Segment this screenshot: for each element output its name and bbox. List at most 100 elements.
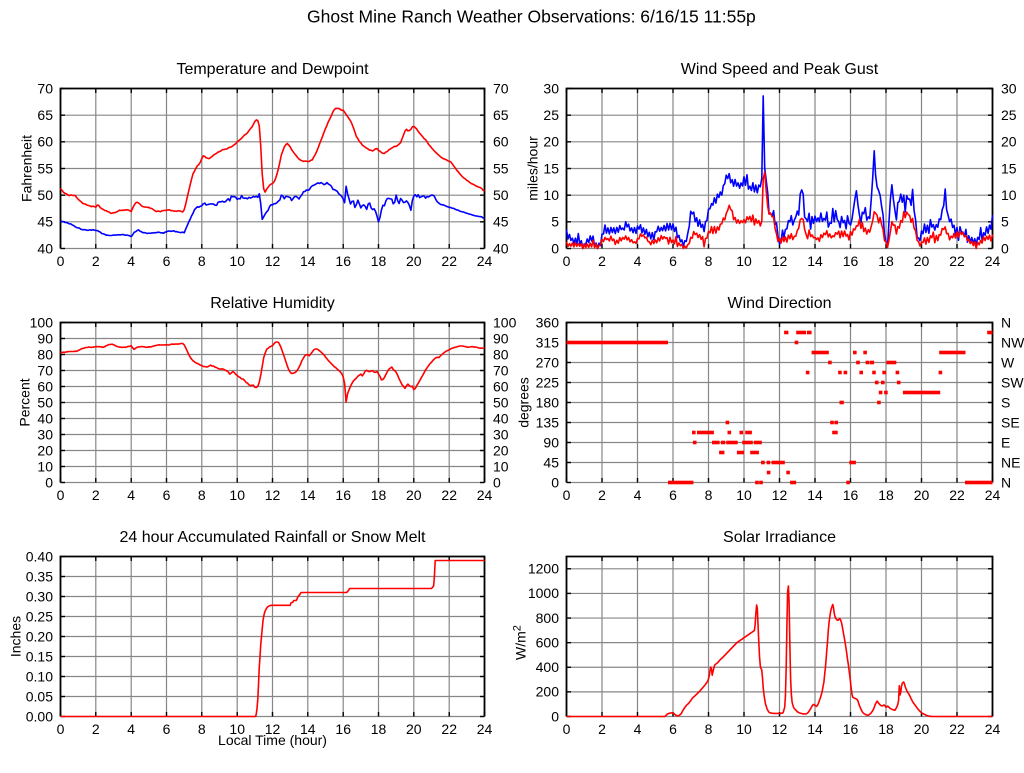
svg-text:70: 70 (37, 362, 53, 378)
svg-text:miles/hour: miles/hour (525, 136, 541, 201)
svg-text:10: 10 (493, 458, 509, 474)
svg-text:10: 10 (543, 187, 559, 203)
svg-text:10: 10 (229, 721, 245, 737)
svg-text:10: 10 (37, 458, 53, 474)
svg-text:70: 70 (493, 362, 509, 378)
svg-text:SW: SW (1001, 374, 1024, 390)
svg-text:60: 60 (37, 134, 53, 150)
svg-text:0: 0 (57, 721, 65, 737)
svg-text:E: E (1001, 434, 1010, 450)
svg-text:2: 2 (92, 253, 100, 269)
svg-text:55: 55 (493, 160, 509, 176)
svg-text:14: 14 (807, 721, 823, 737)
svg-text:12: 12 (772, 721, 788, 737)
svg-text:6: 6 (163, 487, 171, 503)
svg-text:S: S (1001, 394, 1010, 410)
svg-text:30: 30 (493, 426, 509, 442)
svg-text:20: 20 (1001, 134, 1017, 150)
svg-text:800: 800 (536, 610, 560, 626)
svg-text:24: 24 (985, 721, 1001, 737)
svg-text:1200: 1200 (528, 561, 559, 577)
svg-text:50: 50 (37, 394, 53, 410)
svg-text:45: 45 (543, 454, 559, 470)
svg-text:6: 6 (669, 253, 677, 269)
svg-text:400: 400 (536, 659, 560, 675)
svg-text:5: 5 (1001, 214, 1009, 230)
svg-text:14: 14 (807, 253, 823, 269)
svg-text:Fahrenheit: Fahrenheit (19, 135, 35, 202)
svg-text:4: 4 (127, 487, 135, 503)
svg-text:Wind Direction: Wind Direction (727, 295, 831, 312)
svg-text:65: 65 (493, 107, 509, 123)
svg-text:12: 12 (265, 253, 281, 269)
svg-text:10: 10 (229, 253, 245, 269)
svg-text:10: 10 (1001, 187, 1017, 203)
svg-text:16: 16 (335, 253, 351, 269)
svg-text:0: 0 (493, 474, 501, 490)
svg-text:5: 5 (551, 214, 559, 230)
svg-text:0.35: 0.35 (26, 568, 53, 584)
svg-text:40: 40 (493, 240, 509, 256)
svg-text:0.05: 0.05 (26, 688, 53, 704)
svg-text:200: 200 (536, 684, 560, 700)
svg-text:18: 18 (371, 253, 387, 269)
svg-text:8: 8 (705, 253, 713, 269)
svg-text:8: 8 (198, 487, 206, 503)
svg-text:Percent: Percent (17, 378, 33, 426)
svg-text:100: 100 (493, 314, 517, 330)
svg-text:6: 6 (163, 253, 171, 269)
svg-text:6: 6 (163, 721, 171, 737)
svg-text:Temperature and Dewpoint: Temperature and Dewpoint (176, 61, 369, 78)
svg-text:22: 22 (441, 487, 457, 503)
svg-text:30: 30 (37, 426, 53, 442)
svg-text:2: 2 (598, 721, 606, 737)
svg-text:8: 8 (198, 721, 206, 737)
svg-text:6: 6 (669, 721, 677, 737)
svg-text:100: 100 (30, 314, 54, 330)
svg-text:8: 8 (705, 487, 713, 503)
svg-text:0.10: 0.10 (26, 668, 53, 684)
svg-text:0.40: 0.40 (26, 548, 53, 564)
svg-text:24: 24 (477, 487, 493, 503)
svg-text:315: 315 (536, 334, 560, 350)
svg-text:60: 60 (493, 134, 509, 150)
svg-text:270: 270 (536, 354, 560, 370)
svg-text:16: 16 (335, 487, 351, 503)
svg-text:0: 0 (57, 487, 65, 503)
svg-text:NE: NE (1001, 454, 1020, 470)
svg-text:12: 12 (265, 487, 281, 503)
svg-text:10: 10 (736, 487, 752, 503)
svg-text:45: 45 (37, 214, 53, 230)
svg-text:22: 22 (441, 253, 457, 269)
svg-text:18: 18 (371, 721, 387, 737)
svg-text:24: 24 (985, 253, 1001, 269)
svg-text:4: 4 (127, 721, 135, 737)
svg-text:18: 18 (878, 487, 894, 503)
svg-text:25: 25 (1001, 107, 1017, 123)
svg-text:0: 0 (563, 487, 571, 503)
svg-text:40: 40 (37, 240, 53, 256)
svg-text:15: 15 (1001, 160, 1017, 176)
svg-text:24: 24 (477, 721, 493, 737)
svg-text:0.30: 0.30 (26, 588, 53, 604)
svg-text:15: 15 (543, 160, 559, 176)
svg-text:0: 0 (57, 253, 65, 269)
svg-text:2: 2 (598, 253, 606, 269)
svg-text:20: 20 (406, 253, 422, 269)
svg-text:12: 12 (265, 721, 281, 737)
svg-text:80: 80 (493, 346, 509, 362)
svg-text:24 hour Accumulated Rainfall o: 24 hour Accumulated Rainfall or Snow Mel… (120, 529, 426, 546)
svg-text:Ghost Mine Ranch Weather Obser: Ghost Mine Ranch Weather Observations: 6… (307, 7, 756, 27)
svg-text:degrees: degrees (516, 377, 532, 428)
svg-text:14: 14 (300, 253, 316, 269)
svg-text:40: 40 (37, 410, 53, 426)
svg-text:22: 22 (441, 721, 457, 737)
svg-text:40: 40 (493, 410, 509, 426)
svg-text:10: 10 (736, 721, 752, 737)
svg-text:2: 2 (92, 721, 100, 737)
svg-text:30: 30 (1001, 80, 1017, 96)
svg-text:22: 22 (949, 721, 965, 737)
svg-text:4: 4 (634, 253, 642, 269)
svg-text:14: 14 (300, 487, 316, 503)
svg-text:18: 18 (878, 721, 894, 737)
